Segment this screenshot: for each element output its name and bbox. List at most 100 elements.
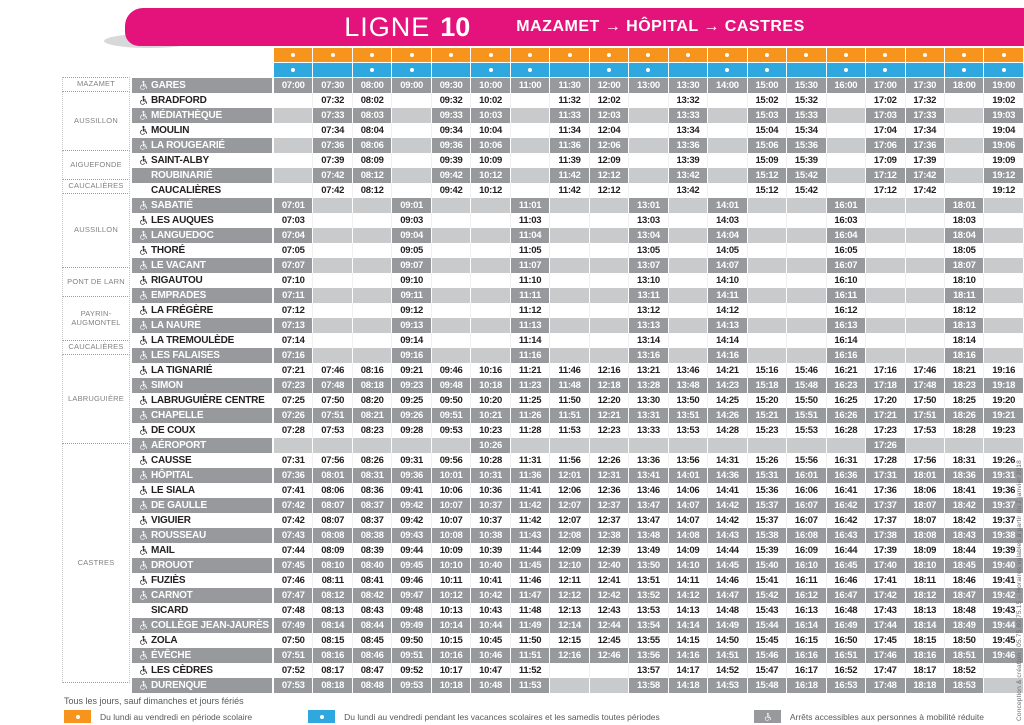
time-cell: 07:48 — [313, 378, 353, 393]
stop-cell: LABRUGUIÈRE CENTRE — [132, 393, 272, 408]
time-cell: 16:11 — [826, 288, 867, 303]
time-cell: 10:06 — [431, 483, 472, 498]
time-cell: 07:28 — [274, 423, 314, 438]
time-cell-empty — [668, 228, 709, 243]
time-cell-empty — [589, 198, 630, 213]
time-cell-empty — [866, 198, 906, 213]
time-cell: 13:50 — [668, 393, 709, 408]
time-cell: 18:50 — [944, 633, 985, 648]
stop-cell: SICARD — [132, 603, 272, 618]
time-cell: 19:37 — [984, 498, 1024, 513]
time-cell-empty — [274, 183, 314, 198]
blue-period-dot-icon — [606, 68, 611, 72]
blue-period-dot-icon — [528, 68, 533, 72]
time-cell: 14:13 — [668, 603, 709, 618]
wheelchair-icon — [135, 380, 151, 391]
stop-cell: CAUSSE — [132, 453, 272, 468]
period-cell-blue — [471, 63, 510, 77]
holiday-period-dots-row — [274, 63, 1024, 77]
wheelchair-icon — [135, 245, 151, 256]
orange-period-dot-icon — [804, 53, 809, 57]
stop-row: LA FRÉGÈRE 07:12 09:12 11:12 13:12 14:12 16:12… — [132, 303, 1024, 318]
time-cell: 08:31 — [352, 468, 393, 483]
time-cell-empty — [313, 438, 353, 453]
time-cell: 11:46 — [550, 363, 590, 378]
time-cell-empty — [944, 108, 985, 123]
time-cell-empty — [708, 123, 748, 138]
stop-row: ZOLA 07:50 08:15 08:45 09:50 10:15 10:45 11:50 1… — [132, 633, 1024, 648]
time-cell: 15:46 — [747, 648, 788, 663]
time-cell: 16:17 — [787, 663, 827, 678]
time-cell: 15:47 — [747, 663, 788, 678]
time-cell: 12:04 — [589, 123, 630, 138]
time-cell: 14:04 — [708, 228, 748, 243]
time-cell: 09:42 — [431, 168, 472, 183]
time-cell: 13:13 — [629, 318, 669, 333]
period-cell-blue — [787, 63, 826, 77]
time-cell-empty — [787, 303, 827, 318]
time-cell: 13:42 — [668, 168, 709, 183]
time-cell: 08:37 — [352, 513, 393, 528]
time-cell: 16:42 — [826, 498, 867, 513]
time-cell-empty — [984, 678, 1024, 693]
time-cell: 16:05 — [826, 243, 867, 258]
wheelchair-icon — [135, 470, 151, 481]
time-cell: 18:42 — [944, 513, 985, 528]
time-cell: 18:04 — [944, 228, 985, 243]
time-cell: 14:25 — [708, 393, 748, 408]
time-cell-empty — [550, 333, 590, 348]
time-cell: 11:48 — [510, 603, 551, 618]
time-cell: 07:56 — [313, 453, 353, 468]
stop-name: ÉVÊCHE — [151, 650, 191, 661]
period-cell-orange — [944, 48, 984, 62]
time-cell: 17:09 — [866, 153, 906, 168]
time-cell-empty — [787, 333, 827, 348]
time-cell: 13:12 — [629, 303, 669, 318]
time-cell: 10:07 — [431, 513, 472, 528]
time-cell: 16:16 — [787, 648, 827, 663]
stop-name: ROUBINARIÉ — [151, 170, 213, 181]
time-cell: 14:18 — [668, 678, 709, 693]
time-cell: 10:15 — [431, 633, 472, 648]
time-cell: 17:02 — [866, 93, 906, 108]
stop-cell: CHAPELLE — [132, 408, 272, 423]
time-cell: 09:53 — [392, 678, 432, 693]
wheelchair-icon — [135, 620, 151, 631]
time-cell: 12:06 — [550, 483, 590, 498]
time-cell: 15:21 — [747, 408, 788, 423]
time-cell: 09:50 — [431, 393, 472, 408]
wheelchair-icon — [135, 650, 151, 661]
zone-label: LABRUGUIÈRE — [68, 393, 124, 403]
time-cell: 12:16 — [589, 363, 630, 378]
time-cell: 19:18 — [984, 378, 1024, 393]
time-cell: 16:13 — [787, 603, 827, 618]
time-cell: 13:56 — [629, 648, 669, 663]
time-cell: 14:01 — [668, 468, 709, 483]
stop-cell: RIGAUTOU — [132, 273, 272, 288]
time-cell: 10:36 — [471, 483, 511, 498]
time-cell: 18:16 — [944, 348, 985, 363]
period-cell-orange — [747, 48, 787, 62]
time-cell: 19:45 — [984, 633, 1024, 648]
stop-cell: THORÉ — [132, 243, 272, 258]
time-cell-empty — [906, 303, 945, 318]
wheelchair-icon — [135, 365, 151, 376]
time-cell: 09:31 — [392, 453, 432, 468]
time-cell-empty — [669, 213, 709, 228]
stop-cell: CARNOT — [132, 588, 272, 603]
time-cell: 17:42 — [905, 183, 945, 198]
time-cell: 07:39 — [313, 153, 353, 168]
time-cell: 10:18 — [431, 678, 472, 693]
stop-row: DURENQUE 07:53 08:18 08:48 09:53 10:18 10:48 11… — [132, 678, 1024, 693]
time-cell: 09:32 — [431, 93, 472, 108]
wheelchair-icon — [135, 485, 151, 496]
time-cell: 14:09 — [668, 543, 709, 558]
time-cell: 16:01 — [787, 468, 827, 483]
time-cell-empty — [550, 258, 590, 273]
time-cell: 11:44 — [510, 543, 551, 558]
time-cell: 19:02 — [984, 93, 1024, 108]
time-cell: 16:07 — [826, 258, 867, 273]
time-cell: 07:34 — [313, 123, 353, 138]
stop-cell: HÔPITAL — [132, 468, 272, 483]
time-cell: 17:03 — [866, 108, 906, 123]
